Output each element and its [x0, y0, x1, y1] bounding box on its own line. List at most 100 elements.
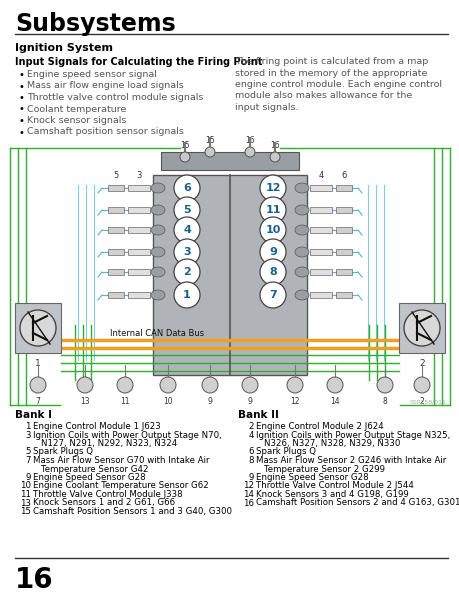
- Text: The firing point is calculated from a map: The firing point is calculated from a ma…: [235, 57, 427, 66]
- Circle shape: [259, 259, 285, 285]
- Text: Temperature Sensor G42: Temperature Sensor G42: [41, 465, 148, 474]
- Text: Coolant temperature: Coolant temperature: [27, 105, 126, 114]
- Text: •: •: [19, 116, 25, 126]
- Text: 10: 10: [20, 481, 31, 490]
- Circle shape: [259, 282, 285, 308]
- Ellipse shape: [151, 247, 165, 257]
- Bar: [128, 292, 150, 298]
- Text: 3: 3: [25, 431, 31, 440]
- Text: 10: 10: [163, 397, 173, 406]
- Bar: [309, 249, 331, 255]
- Bar: [335, 207, 351, 213]
- Bar: [128, 269, 150, 275]
- Text: 12: 12: [290, 397, 299, 406]
- Ellipse shape: [294, 225, 308, 235]
- Bar: [128, 207, 150, 213]
- Text: 4: 4: [183, 225, 190, 235]
- Text: 6: 6: [248, 447, 253, 456]
- Text: 8: 8: [269, 267, 276, 277]
- Text: •: •: [19, 105, 25, 114]
- Text: Knock Sensors 1 and 2 G61, G66: Knock Sensors 1 and 2 G61, G66: [33, 499, 175, 508]
- Text: 13: 13: [20, 499, 31, 508]
- Circle shape: [259, 217, 285, 243]
- Text: Mass air flow engine load signals: Mass air flow engine load signals: [27, 82, 183, 90]
- Text: 16: 16: [245, 136, 254, 145]
- Text: 11: 11: [20, 490, 31, 499]
- Circle shape: [160, 377, 176, 393]
- Circle shape: [205, 147, 214, 157]
- Text: N127, N291, N292, N323, N324: N127, N291, N292, N323, N324: [41, 439, 177, 448]
- Text: 2: 2: [183, 267, 190, 277]
- Text: 16: 16: [269, 141, 279, 150]
- Text: 16: 16: [242, 499, 253, 508]
- Text: Temperature Sensor 2 G299: Temperature Sensor 2 G299: [263, 465, 384, 474]
- Text: 5: 5: [113, 171, 118, 180]
- Text: 13: 13: [80, 397, 90, 406]
- Bar: [398, 303, 444, 353]
- Text: 8: 8: [382, 397, 386, 406]
- Bar: [309, 292, 331, 298]
- Ellipse shape: [151, 183, 165, 193]
- Text: 9: 9: [26, 473, 31, 482]
- Text: Throttle valve control module signals: Throttle valve control module signals: [27, 93, 203, 102]
- Text: Spark Plugs Q: Spark Plugs Q: [256, 447, 315, 456]
- Circle shape: [403, 310, 439, 346]
- Bar: [108, 249, 124, 255]
- Text: Internal CAN Data Bus: Internal CAN Data Bus: [110, 329, 204, 338]
- Text: 15: 15: [20, 507, 31, 516]
- Circle shape: [174, 175, 200, 201]
- Circle shape: [174, 282, 200, 308]
- Bar: [108, 227, 124, 233]
- Text: 9: 9: [247, 397, 252, 406]
- Text: module also makes allowance for the: module also makes allowance for the: [235, 92, 411, 101]
- Text: 15: 15: [205, 136, 214, 145]
- Text: 10: 10: [265, 225, 280, 235]
- Text: 12: 12: [265, 183, 280, 193]
- Text: Engine Speed Sensor G28: Engine Speed Sensor G28: [256, 473, 368, 482]
- Text: Engine Speed Sensor G28: Engine Speed Sensor G28: [33, 473, 146, 482]
- Text: Mass Air Flow Sensor G70 with Intake Air: Mass Air Flow Sensor G70 with Intake Air: [33, 456, 209, 465]
- Bar: [108, 207, 124, 213]
- Ellipse shape: [294, 247, 308, 257]
- Ellipse shape: [294, 290, 308, 300]
- Bar: [108, 292, 124, 298]
- Text: 11: 11: [120, 397, 129, 406]
- Circle shape: [30, 377, 46, 393]
- Text: Spark Plugs Q: Spark Plugs Q: [33, 447, 93, 456]
- Text: 9: 9: [207, 397, 212, 406]
- Bar: [309, 207, 331, 213]
- Text: 9: 9: [248, 473, 253, 482]
- Text: 2: 2: [418, 359, 424, 368]
- Text: engine control module. Each engine control: engine control module. Each engine contr…: [235, 80, 441, 89]
- Bar: [309, 227, 331, 233]
- Text: 1: 1: [35, 359, 41, 368]
- Circle shape: [174, 259, 200, 285]
- Bar: [108, 185, 124, 191]
- Bar: [161, 152, 298, 170]
- Text: 2: 2: [419, 397, 424, 406]
- Bar: [309, 185, 331, 191]
- Text: Mass Air Flow Sensor 2 G246 with Intake Air: Mass Air Flow Sensor 2 G246 with Intake …: [256, 456, 445, 465]
- Text: Throttle Valve Control Module 2 J544: Throttle Valve Control Module 2 J544: [256, 481, 413, 490]
- Text: Engine Coolant Temperature Sensor G62: Engine Coolant Temperature Sensor G62: [33, 481, 208, 490]
- Bar: [128, 185, 150, 191]
- Circle shape: [202, 377, 218, 393]
- Text: 7: 7: [25, 456, 31, 465]
- Circle shape: [117, 377, 133, 393]
- Ellipse shape: [294, 267, 308, 277]
- Text: Camshaft Position Sensors 1 and 3 G40, G300: Camshaft Position Sensors 1 and 3 G40, G…: [33, 507, 231, 516]
- Circle shape: [269, 152, 280, 162]
- Text: Subsystems: Subsystems: [15, 12, 175, 36]
- Text: N326, N327, N328, N329, N330: N326, N327, N328, N329, N330: [263, 439, 399, 448]
- Text: Throttle Valve Control Module J338: Throttle Valve Control Module J338: [33, 490, 182, 499]
- Ellipse shape: [151, 205, 165, 215]
- Circle shape: [245, 147, 254, 157]
- Bar: [153, 175, 306, 375]
- Text: 7: 7: [35, 397, 40, 406]
- Bar: [128, 227, 150, 233]
- Text: •: •: [19, 127, 25, 137]
- Bar: [335, 185, 351, 191]
- Text: input signals.: input signals.: [235, 103, 298, 112]
- Ellipse shape: [294, 205, 308, 215]
- Circle shape: [77, 377, 93, 393]
